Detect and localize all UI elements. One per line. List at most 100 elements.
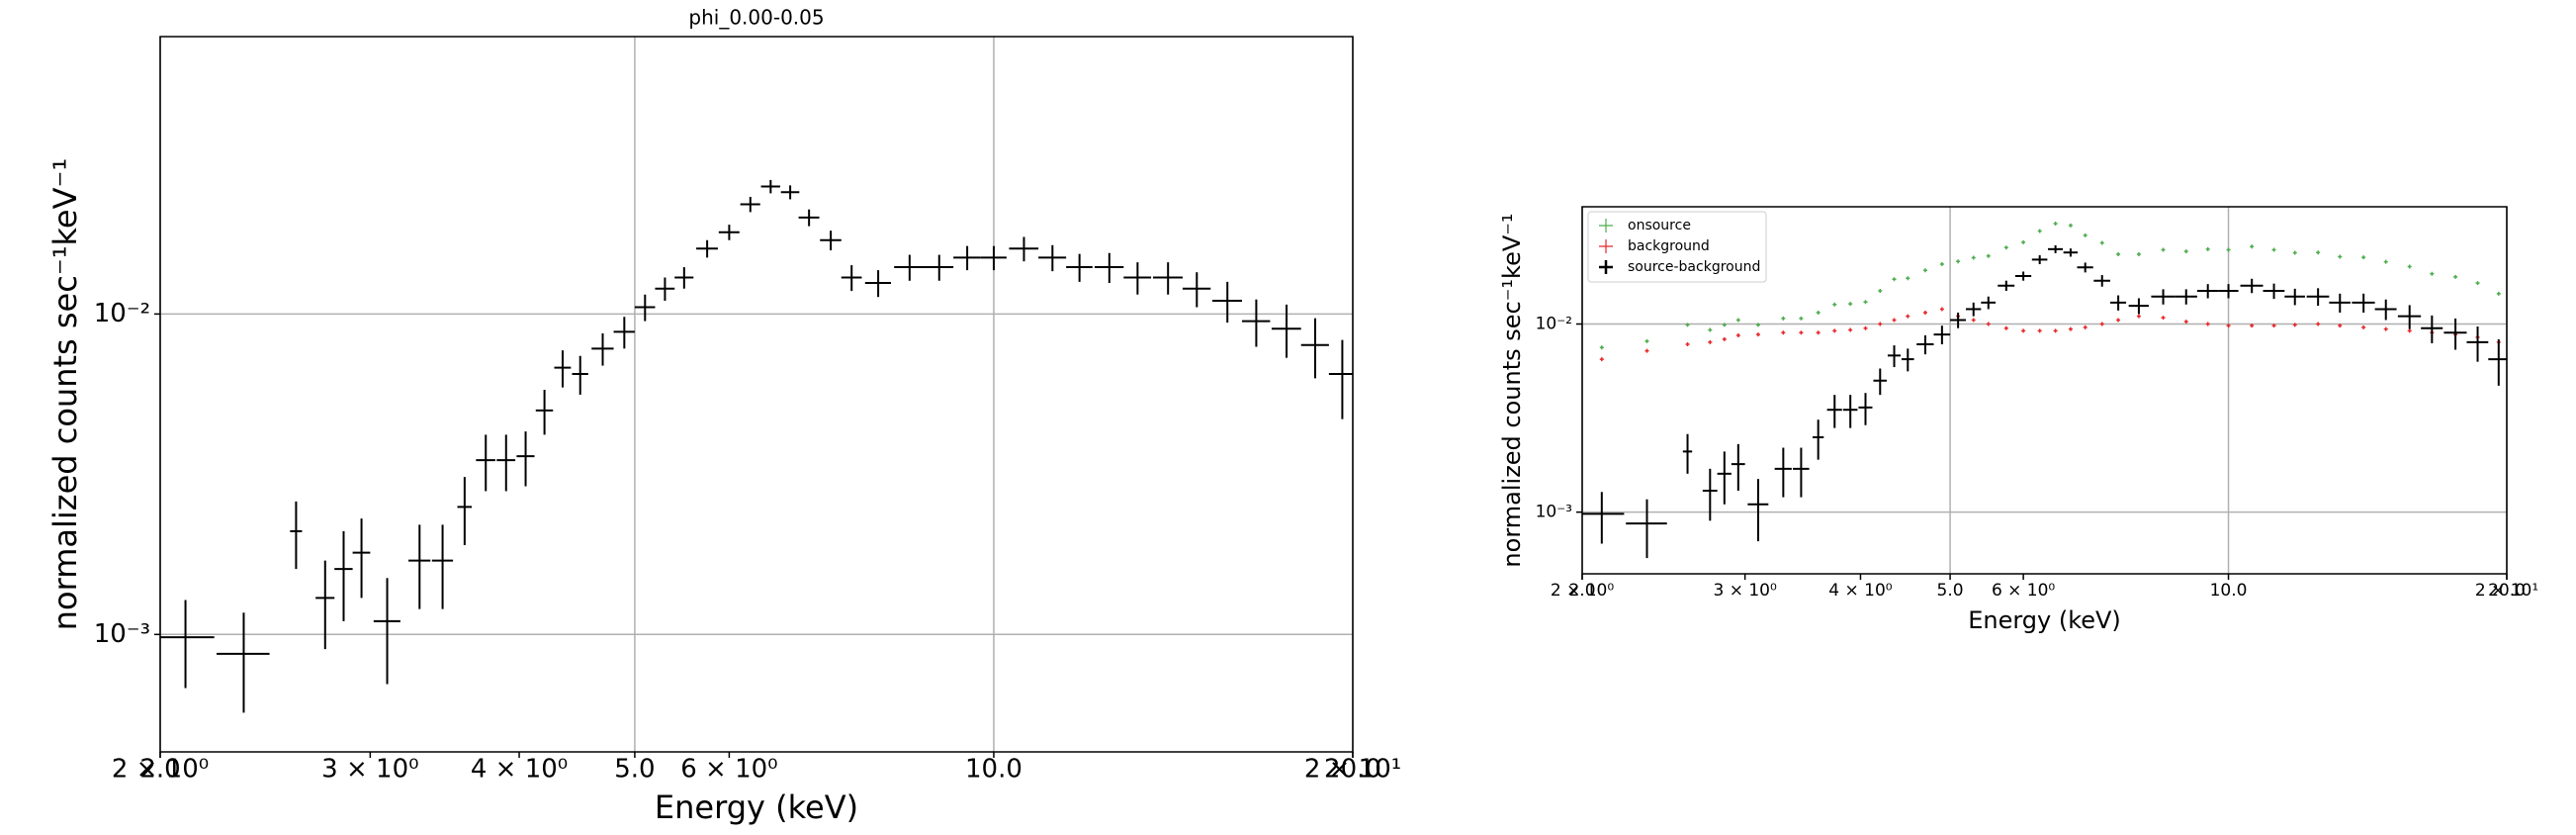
- marker: [1708, 327, 1713, 332]
- marker: [2292, 323, 2297, 327]
- marker: [2316, 250, 2321, 255]
- marker: [2021, 239, 2026, 244]
- marker: [2161, 316, 2166, 321]
- legend-label: source-background: [1628, 259, 1760, 275]
- marker: [2383, 259, 2388, 264]
- marker: [1781, 330, 1786, 335]
- marker: [1708, 339, 1713, 344]
- marker: [1799, 316, 1804, 321]
- marker: [2226, 247, 2231, 252]
- marker: [2271, 324, 2276, 328]
- marker: [1644, 338, 1649, 343]
- marker: [1722, 336, 1727, 341]
- marker: [1939, 262, 1944, 267]
- marker: [2250, 244, 2255, 249]
- marker: [1735, 333, 1740, 338]
- marker: [2250, 324, 2255, 328]
- marker: [1971, 318, 1976, 323]
- marker: [1956, 259, 1961, 264]
- legend-box: [1587, 211, 1767, 283]
- legend: onsource background source-background: [1587, 211, 1767, 283]
- marker: [2083, 232, 2087, 237]
- legend-marker: [1599, 260, 1613, 274]
- x-tick-label: 5.0: [614, 755, 655, 785]
- marker: [1892, 318, 1897, 323]
- x-tick-label: 6 × 10⁰: [1992, 581, 2055, 601]
- marker: [1922, 268, 1927, 273]
- x-tick-label: 10.0: [965, 755, 1022, 785]
- x-tick-label: 5.0: [1937, 581, 1964, 601]
- marker: [2068, 326, 2073, 331]
- marker: [2271, 247, 2276, 252]
- marker: [1878, 289, 1883, 294]
- marker: [2037, 229, 2042, 233]
- marker: [1599, 357, 1604, 362]
- chart-title: phi_0.00-0.05: [688, 6, 824, 30]
- x-tick-label: 3 × 10⁰: [1713, 581, 1776, 601]
- marker: [1906, 314, 1910, 319]
- legend-label: onsource: [1628, 218, 1691, 233]
- marker: [2338, 324, 2343, 328]
- x-tick-label: 2 × 10¹: [1304, 755, 1401, 785]
- marker: [1644, 348, 1649, 353]
- marker: [2099, 322, 2104, 326]
- marker: [2053, 328, 2058, 333]
- marker: [2226, 324, 2231, 328]
- marker: [1832, 302, 1837, 307]
- x-axis-label: Energy (keV): [1968, 606, 2121, 634]
- y-tick-label: 10⁻³: [94, 619, 150, 649]
- marker: [2136, 314, 2141, 319]
- marker: [1986, 322, 1991, 326]
- marker: [1722, 323, 1727, 327]
- marker: [1832, 328, 1837, 333]
- marker: [1922, 310, 1927, 315]
- y-tick-label: 10⁻²: [1536, 315, 1572, 334]
- y-axis-label: normalized counts sec⁻¹keV⁻¹: [1498, 213, 1526, 567]
- y-axis-label: normalized counts sec⁻¹keV⁻¹: [46, 158, 84, 630]
- marker: [2496, 291, 2501, 296]
- y-tick-label: 10⁻³: [1536, 503, 1572, 522]
- marker: [1755, 332, 1760, 337]
- x-tick-label: 2 × 10¹: [2475, 581, 2538, 601]
- marker: [1816, 330, 1821, 335]
- axes-frame: [1581, 206, 2508, 575]
- marker: [2475, 281, 2480, 286]
- x-tick-label: 2.0: [139, 755, 180, 785]
- marker: [1735, 318, 1740, 323]
- marker: [2430, 271, 2435, 276]
- marker: [1781, 316, 1786, 321]
- marker: [1848, 302, 1853, 307]
- marker: [2205, 322, 2210, 326]
- marker: [2037, 328, 2042, 333]
- marker: [2099, 240, 2104, 245]
- x-axis-label: Energy (keV): [655, 789, 858, 826]
- marker: [2116, 318, 2121, 323]
- marker: [2407, 264, 2412, 269]
- marker: [2136, 251, 2141, 256]
- marker: [2003, 245, 2008, 250]
- marker: [1863, 325, 1868, 330]
- marker: [1599, 345, 1604, 350]
- marker: [2183, 249, 2188, 254]
- marker: [2292, 250, 2297, 255]
- legend-marker: [1599, 219, 1613, 232]
- legend-label: background: [1628, 238, 1710, 254]
- marker: [2053, 221, 2058, 226]
- marker: [1799, 330, 1804, 335]
- marker: [1939, 307, 1944, 312]
- marker: [2316, 322, 2321, 326]
- x-tick-label: 2.0: [1568, 581, 1595, 601]
- marker: [2183, 320, 2188, 325]
- marker: [2116, 251, 2121, 256]
- marker: [2338, 254, 2343, 259]
- y-tick-label: 10⁻²: [94, 299, 150, 328]
- marker: [2003, 325, 2008, 330]
- marker: [1816, 310, 1821, 315]
- x-tick-label: 2 × 10⁰: [112, 755, 209, 785]
- legend-marker: [1599, 239, 1613, 253]
- x-tick-label: 4 × 10⁰: [1828, 581, 1892, 601]
- x-tick-label: 10.0: [2210, 581, 2248, 601]
- marker: [1906, 276, 1910, 281]
